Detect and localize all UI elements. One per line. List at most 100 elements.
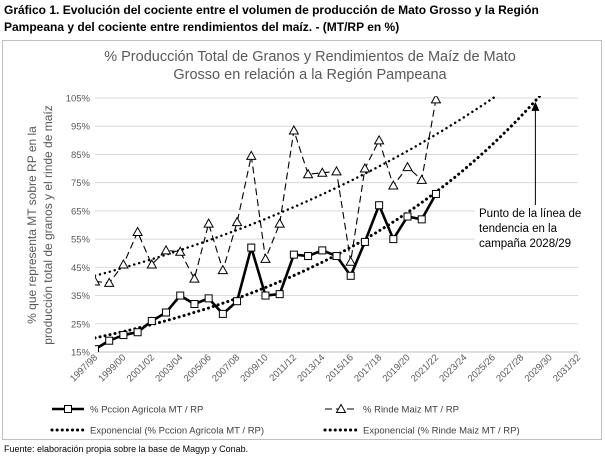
data-point-rinde bbox=[345, 256, 357, 266]
legend-item: Exponencial (% Pccion Agricola MT / RP) bbox=[50, 426, 264, 437]
x-tick-label: 2031/32 bbox=[551, 352, 583, 384]
data-point-rinde bbox=[302, 168, 314, 179]
data-point-pccion bbox=[133, 328, 142, 337]
plot-area bbox=[95, 96, 542, 352]
data-point-pccion bbox=[218, 309, 227, 318]
data-point-pccion bbox=[162, 308, 171, 317]
annotation-arrow-head bbox=[531, 101, 540, 111]
data-point-pccion bbox=[247, 243, 256, 252]
data-point-pccion bbox=[105, 336, 114, 345]
data-point-pccion bbox=[95, 345, 99, 352]
chart-title-line1: % Producción Total de Granos y Rendimien… bbox=[104, 49, 516, 65]
data-point-rinde bbox=[203, 218, 215, 228]
source-note: Fuente: elaboración propia sobre la base… bbox=[4, 444, 249, 454]
data-point-rinde bbox=[174, 246, 186, 256]
x-tick-label: 1999/00 bbox=[96, 352, 128, 384]
data-point-rinde bbox=[274, 218, 286, 228]
figure-heading: Gráfico 1. Evolución del cociente entre … bbox=[4, 2, 602, 36]
data-point-rinde bbox=[260, 253, 271, 263]
x-tick-label: 2011/12 bbox=[267, 352, 299, 384]
x-tick-label: 2027/28 bbox=[494, 352, 526, 384]
y-tick-label: 15% bbox=[71, 348, 91, 359]
chart-title-line2: Grosso en relación a la Región Pampeana bbox=[173, 67, 447, 83]
annotation-box bbox=[475, 205, 599, 257]
legend-item: % Pccion Agricola MT / RP bbox=[52, 405, 203, 416]
legend-swatch-marker bbox=[335, 403, 347, 413]
data-point-rinde bbox=[95, 275, 101, 286]
legend-item: % Rinde Maiz MT / RP bbox=[325, 403, 459, 416]
data-point-rinde bbox=[160, 244, 172, 255]
data-point-rinde bbox=[359, 163, 371, 173]
data-point-rinde bbox=[288, 124, 300, 135]
legend-swatch-marker bbox=[64, 405, 72, 413]
data-point-pccion bbox=[204, 294, 213, 303]
x-tick-label: 2005/06 bbox=[182, 352, 214, 384]
data-point-pccion bbox=[332, 252, 341, 261]
data-point-pccion bbox=[233, 297, 242, 306]
data-point-pccion bbox=[346, 271, 355, 280]
data-point-pccion bbox=[190, 300, 199, 309]
data-point-pccion bbox=[403, 212, 412, 221]
data-point-rinde bbox=[146, 258, 158, 269]
y-tick-label: 95% bbox=[71, 122, 91, 133]
y-tick-label: 55% bbox=[71, 235, 91, 246]
figure-heading-line2: Pampeana y del cociente entre rendimient… bbox=[4, 20, 400, 34]
data-point-rinde bbox=[245, 150, 257, 160]
data-point-pccion bbox=[275, 290, 284, 299]
x-tick-label: 2025/26 bbox=[466, 352, 498, 384]
data-point-pccion bbox=[261, 291, 270, 300]
y-axis-label-line2: producción total de granos y el rinde de… bbox=[41, 105, 55, 344]
annotation-text: Punto de la línea de bbox=[479, 208, 581, 220]
data-point-pccion bbox=[176, 291, 185, 300]
y-tick-label: 35% bbox=[71, 291, 91, 302]
y-tick-label: 75% bbox=[71, 178, 91, 189]
y-tick-label: 105% bbox=[66, 94, 91, 105]
data-point-pccion bbox=[431, 189, 440, 198]
data-point-rinde bbox=[217, 264, 229, 275]
y-tick-label: 45% bbox=[71, 263, 91, 274]
data-point-rinde bbox=[189, 273, 200, 283]
x-tick-label: 2017/18 bbox=[352, 352, 384, 384]
series-line-pccion bbox=[95, 193, 438, 351]
data-point-rinde bbox=[331, 165, 342, 176]
data-point-rinde bbox=[103, 277, 115, 287]
data-point-rinde bbox=[316, 167, 328, 177]
legend-item: Exponencial (% Rinde Maiz MT / RP) bbox=[323, 426, 520, 437]
data-point-rinde bbox=[132, 226, 143, 237]
data-point-rinde bbox=[430, 96, 442, 104]
data-point-pccion bbox=[147, 316, 156, 325]
x-tick-label: 2019/20 bbox=[381, 352, 413, 384]
y-tick-label: 25% bbox=[71, 319, 91, 330]
x-tick-label: 2015/16 bbox=[324, 352, 356, 384]
data-point-pccion bbox=[304, 252, 313, 261]
data-point-pccion bbox=[417, 215, 426, 224]
data-point-pccion bbox=[389, 235, 398, 244]
y-tick-label: 85% bbox=[71, 150, 91, 161]
chart-frame bbox=[2, 40, 602, 440]
legend-label: % Rinde Maiz MT / RP bbox=[363, 405, 459, 416]
data-point-rinde bbox=[231, 216, 243, 227]
legend-label: Exponencial (% Pccion Agricola MT / RP) bbox=[90, 426, 264, 437]
x-tick-label: 2003/04 bbox=[153, 352, 185, 384]
annotation-text: campaña 2028/29 bbox=[479, 238, 571, 250]
legend-label: Exponencial (% Rinde Maiz MT / RP) bbox=[363, 426, 520, 437]
data-point-rinde bbox=[387, 179, 399, 190]
data-point-pccion bbox=[119, 331, 128, 340]
data-point-pccion bbox=[318, 246, 327, 255]
y-axis-label-line1: % que representa MT sobre RP en la bbox=[25, 126, 39, 324]
legend-label: % Pccion Agricola MT / RP bbox=[90, 405, 203, 416]
x-tick-label: 2001/02 bbox=[125, 352, 157, 384]
figure-heading-line1: Gráfico 1. Evolución del cociente entre … bbox=[4, 3, 539, 17]
x-tick-label: 2013/14 bbox=[295, 352, 327, 384]
x-tick-label: 2007/08 bbox=[210, 352, 242, 384]
data-point-rinde bbox=[373, 134, 385, 145]
chart-title: % Producción Total de Granos y Rendimien… bbox=[40, 48, 580, 84]
x-tick-label: 2029/30 bbox=[523, 352, 555, 384]
annotation-text: tendencia en la bbox=[479, 223, 558, 235]
data-point-rinde bbox=[118, 258, 129, 269]
data-point-pccion bbox=[375, 201, 384, 210]
trendline-pccion bbox=[95, 96, 542, 340]
data-point-pccion bbox=[289, 250, 298, 259]
x-tick-label: 2023/24 bbox=[437, 352, 469, 384]
